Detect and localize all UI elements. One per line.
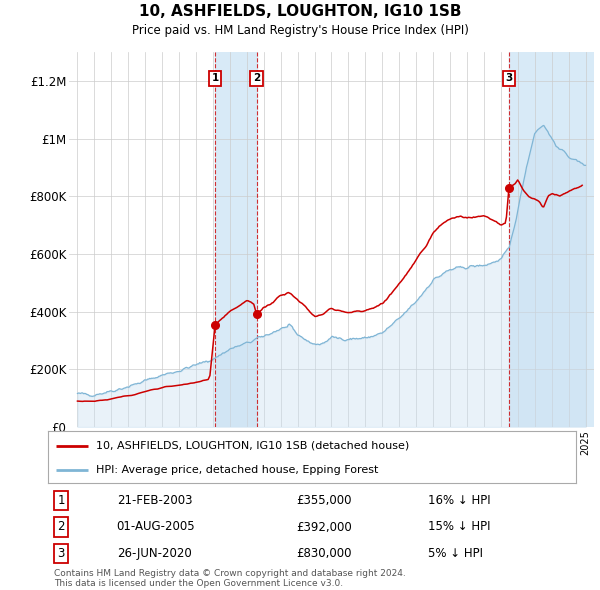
Text: 3: 3 bbox=[58, 547, 65, 560]
Text: 1: 1 bbox=[212, 73, 219, 83]
Text: 21-FEB-2003: 21-FEB-2003 bbox=[116, 494, 192, 507]
Text: 15% ↓ HPI: 15% ↓ HPI bbox=[428, 520, 491, 533]
Bar bbox=[509, 52, 594, 427]
Text: £392,000: £392,000 bbox=[296, 520, 352, 533]
Bar bbox=[215, 52, 257, 427]
Text: 10, ASHFIELDS, LOUGHTON, IG10 1SB (detached house): 10, ASHFIELDS, LOUGHTON, IG10 1SB (detac… bbox=[95, 441, 409, 451]
Text: Contains HM Land Registry data © Crown copyright and database right 2024.
This d: Contains HM Land Registry data © Crown c… bbox=[54, 569, 406, 588]
Text: Price paid vs. HM Land Registry's House Price Index (HPI): Price paid vs. HM Land Registry's House … bbox=[131, 24, 469, 37]
Text: 16% ↓ HPI: 16% ↓ HPI bbox=[428, 494, 491, 507]
Text: 2: 2 bbox=[58, 520, 65, 533]
Text: HPI: Average price, detached house, Epping Forest: HPI: Average price, detached house, Eppi… bbox=[95, 465, 378, 475]
Text: 1: 1 bbox=[58, 494, 65, 507]
Text: 5% ↓ HPI: 5% ↓ HPI bbox=[428, 547, 483, 560]
Text: 10, ASHFIELDS, LOUGHTON, IG10 1SB: 10, ASHFIELDS, LOUGHTON, IG10 1SB bbox=[139, 4, 461, 19]
Text: 01-AUG-2005: 01-AUG-2005 bbox=[116, 520, 195, 533]
Text: 3: 3 bbox=[505, 73, 512, 83]
Text: £830,000: £830,000 bbox=[296, 547, 352, 560]
Text: 26-JUN-2020: 26-JUN-2020 bbox=[116, 547, 191, 560]
Text: 2: 2 bbox=[253, 73, 260, 83]
Text: £355,000: £355,000 bbox=[296, 494, 352, 507]
